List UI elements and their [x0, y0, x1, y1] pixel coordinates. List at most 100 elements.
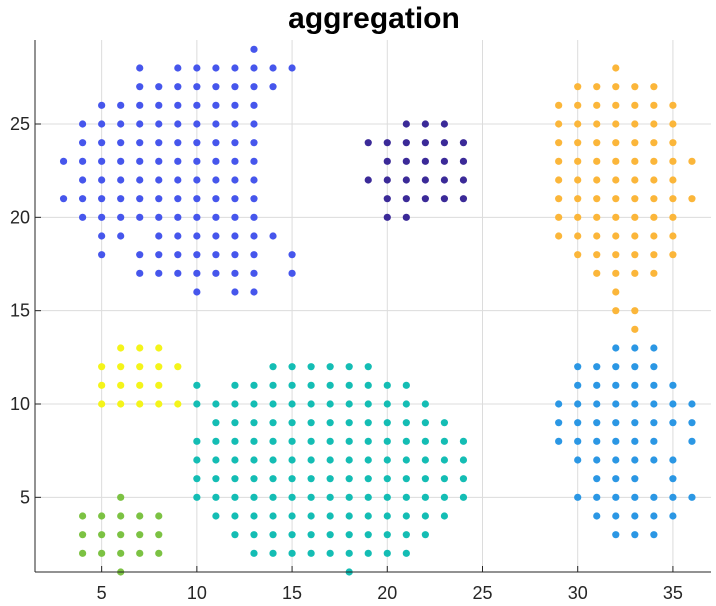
data-point [307, 475, 315, 483]
data-point [136, 549, 144, 557]
data-point [574, 101, 582, 109]
data-point [421, 139, 429, 147]
data-point [421, 195, 429, 203]
data-point [555, 120, 563, 128]
data-point [231, 400, 239, 408]
data-point [364, 531, 372, 539]
data-point [440, 157, 449, 165]
data-point [326, 493, 334, 501]
data-point [212, 120, 220, 128]
data-point [231, 101, 239, 109]
data-point [650, 101, 658, 109]
data-point [155, 251, 163, 259]
data-point [193, 157, 201, 165]
data-point [136, 400, 144, 408]
data-point [402, 549, 410, 557]
series-3 [555, 64, 696, 333]
data-point [288, 475, 296, 483]
data-point [459, 437, 468, 445]
data-point [155, 157, 163, 165]
data-point [402, 213, 410, 221]
data-point [555, 195, 563, 203]
data-point [688, 157, 696, 165]
data-point [574, 456, 582, 464]
data-point [669, 419, 677, 427]
data-point [669, 400, 677, 408]
data-point [307, 512, 315, 520]
data-point [383, 475, 391, 483]
data-point [631, 232, 639, 240]
data-point [631, 213, 639, 221]
data-point [136, 139, 144, 147]
chart-title: aggregation [288, 2, 460, 35]
data-point [117, 381, 125, 389]
data-point [669, 381, 677, 389]
data-point [383, 437, 391, 445]
data-point [669, 139, 677, 147]
x-tick-label: 30 [568, 583, 588, 603]
data-point [593, 83, 601, 91]
data-point [612, 493, 620, 501]
data-point [231, 512, 239, 520]
data-point [250, 45, 258, 53]
series-7 [79, 493, 163, 576]
data-point [212, 437, 220, 445]
data-point [269, 549, 277, 557]
data-point [612, 176, 620, 184]
data-point [383, 493, 391, 501]
data-point [288, 512, 296, 520]
data-point [555, 437, 563, 445]
data-point [136, 83, 144, 91]
data-point [250, 269, 258, 277]
data-point [288, 531, 296, 539]
data-point [155, 176, 163, 184]
data-point [136, 363, 144, 371]
data-point [117, 512, 125, 520]
data-point [345, 437, 353, 445]
data-point [212, 83, 220, 91]
data-point [155, 139, 163, 147]
data-point [307, 549, 315, 557]
data-point [269, 83, 277, 91]
data-point [250, 232, 258, 240]
data-point [631, 195, 639, 203]
data-point [574, 363, 582, 371]
data-point [402, 381, 410, 389]
data-point [117, 195, 125, 203]
data-point [574, 139, 582, 147]
data-point [250, 549, 258, 557]
data-point [250, 213, 258, 221]
data-point [555, 101, 563, 109]
data-point [650, 344, 658, 352]
data-point [364, 139, 372, 147]
data-point [288, 456, 296, 464]
data-point [364, 475, 372, 483]
data-point [231, 493, 239, 501]
data-point [212, 176, 220, 184]
x-tick-label: 35 [663, 583, 683, 603]
data-point [593, 400, 601, 408]
data-point [117, 232, 125, 240]
data-point [212, 269, 220, 277]
data-point [383, 549, 391, 557]
data-point [326, 531, 334, 539]
data-point [421, 531, 429, 539]
data-point [688, 493, 696, 501]
series-2 [364, 120, 468, 221]
data-point [117, 101, 125, 109]
data-point [136, 101, 144, 109]
data-point [421, 157, 429, 165]
data-point [250, 176, 258, 184]
data-point [631, 475, 639, 483]
data-point [269, 475, 277, 483]
data-point [250, 139, 258, 147]
data-point [193, 381, 201, 389]
data-point [212, 101, 220, 109]
data-point [136, 344, 144, 352]
data-point [98, 531, 106, 539]
data-point [174, 269, 182, 277]
data-point [174, 83, 182, 91]
data-point [288, 269, 296, 277]
data-point [250, 400, 258, 408]
data-point [345, 456, 353, 464]
